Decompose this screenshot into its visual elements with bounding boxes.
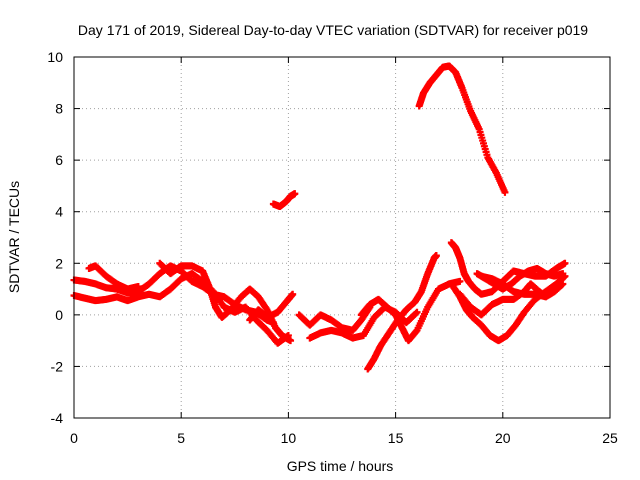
chart-title: Day 171 of 2019, Sidereal Day-to-day VTE… bbox=[78, 22, 588, 38]
y-tick-label: -4 bbox=[51, 410, 64, 426]
x-tick-label: 25 bbox=[602, 430, 618, 446]
data-point bbox=[432, 252, 440, 260]
y-tick-label: 8 bbox=[55, 101, 63, 117]
x-axis-label: GPS time / hours bbox=[287, 458, 394, 474]
series-sat-2 bbox=[70, 270, 292, 347]
x-tick-label: 20 bbox=[495, 430, 511, 446]
series-sat-10 bbox=[269, 190, 299, 211]
axis-ticks bbox=[73, 56, 611, 419]
x-tick-label: 15 bbox=[388, 430, 404, 446]
series-sat-3 bbox=[85, 262, 142, 293]
tick-labels: 0 5 10 15 20 25 -4 -2 0 2 4 6 8 10 bbox=[47, 49, 618, 446]
data-point bbox=[559, 270, 567, 278]
data-point bbox=[413, 308, 421, 316]
x-tick-label: 10 bbox=[281, 430, 297, 446]
y-tick-label: 10 bbox=[47, 49, 63, 65]
x-tick-label: 5 bbox=[177, 430, 185, 446]
data-point bbox=[501, 188, 509, 196]
series-sat-11 bbox=[415, 62, 509, 196]
plot-frame bbox=[73, 56, 611, 419]
series-sat-4 bbox=[156, 259, 295, 345]
x-tick-label: 0 bbox=[70, 430, 78, 446]
y-tick-label: 6 bbox=[55, 152, 63, 168]
data-point bbox=[456, 277, 464, 285]
y-tick-label: 0 bbox=[55, 307, 63, 323]
data-points bbox=[70, 62, 569, 373]
series-sat-5 bbox=[246, 290, 297, 324]
series-sat-9 bbox=[364, 252, 440, 373]
grid-lines bbox=[74, 57, 610, 418]
y-axis-label: SDTVAR / TECUs bbox=[6, 181, 22, 293]
series-sat-16 bbox=[477, 272, 550, 301]
y-tick-label: 2 bbox=[55, 255, 63, 271]
y-tick-label: -2 bbox=[51, 358, 64, 374]
data-point bbox=[134, 282, 142, 290]
data-point bbox=[559, 280, 567, 288]
data-point bbox=[291, 190, 299, 198]
data-point bbox=[289, 290, 297, 298]
y-tick-label: 4 bbox=[55, 204, 63, 220]
data-point bbox=[561, 259, 569, 267]
data-point bbox=[542, 293, 550, 301]
series-sat-8 bbox=[357, 277, 464, 345]
data-point bbox=[287, 337, 295, 345]
